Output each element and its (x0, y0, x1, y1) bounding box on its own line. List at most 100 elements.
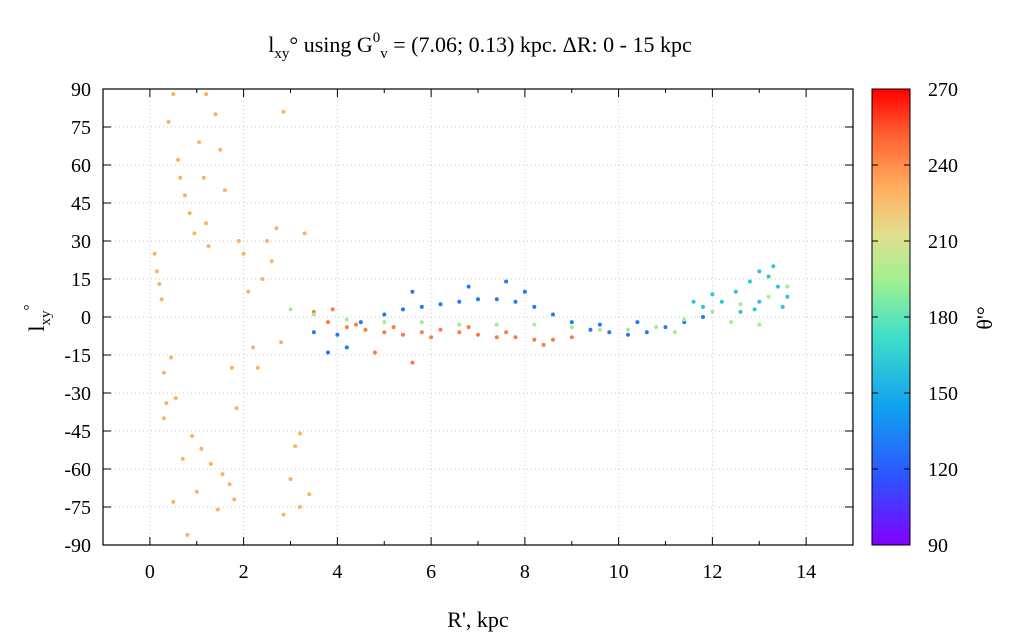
data-point (753, 307, 757, 311)
colorbar-tick-label: 150 (928, 383, 958, 405)
data-point (223, 188, 227, 192)
data-point (199, 447, 203, 451)
data-point (785, 285, 789, 289)
data-point (523, 290, 527, 294)
data-point (326, 320, 330, 324)
y-tick-label: 0 (81, 307, 91, 329)
data-point (209, 462, 213, 466)
data-point (354, 323, 358, 327)
data-point (495, 297, 499, 301)
data-point (532, 323, 536, 327)
data-point (188, 211, 192, 215)
data-point (645, 330, 649, 334)
y-tick-label: 15 (71, 269, 91, 291)
data-point (504, 280, 508, 284)
data-point (757, 269, 761, 273)
y-tick-label: 45 (71, 193, 91, 215)
data-point (359, 320, 363, 324)
data-point (420, 320, 424, 324)
data-point (551, 313, 555, 317)
data-point (307, 492, 311, 496)
data-point (504, 330, 508, 334)
colorbar-tick-label: 210 (928, 231, 958, 253)
scatter-chart: lxy° using G0v = (7.06; 0.13) kpc. ΔR: 0… (0, 0, 1024, 640)
data-point (242, 252, 246, 256)
data-point (282, 110, 286, 114)
data-point (767, 295, 771, 299)
data-point (164, 401, 168, 405)
data-point (542, 343, 546, 347)
data-point (476, 333, 480, 337)
y-tick-label: -75 (64, 497, 91, 519)
data-point (467, 325, 471, 329)
data-point (635, 320, 639, 324)
data-point (289, 477, 293, 481)
data-point (274, 226, 278, 230)
data-point (785, 295, 789, 299)
data-point (167, 120, 171, 124)
data-point (197, 140, 201, 144)
data-point (429, 335, 433, 339)
y-tick-label: 75 (71, 117, 91, 139)
data-point (720, 300, 724, 304)
data-point (598, 323, 602, 327)
x-tick-label: 4 (332, 561, 342, 583)
data-point (331, 307, 335, 311)
data-point (251, 345, 255, 349)
data-point (673, 330, 677, 334)
data-point (216, 508, 220, 512)
data-point (654, 325, 658, 329)
colorbar-tick-label: 180 (928, 307, 958, 329)
data-point (382, 313, 386, 317)
data-point (279, 340, 283, 344)
data-point (326, 351, 330, 355)
data-point (551, 338, 555, 342)
x-axis-label: R', kpc (447, 607, 509, 632)
data-point (682, 318, 686, 322)
data-point (207, 244, 211, 248)
data-point (757, 323, 761, 327)
data-point (157, 282, 161, 286)
data-point (160, 297, 164, 301)
y-axis: 9075604530150-15-30-45-60-75-90 (64, 79, 853, 557)
data-point (174, 396, 178, 400)
y-tick-label: -45 (64, 421, 91, 443)
data-point (776, 285, 780, 289)
data-point (410, 361, 414, 365)
data-point (176, 158, 180, 162)
data-point (298, 432, 302, 436)
data-point (532, 338, 536, 342)
data-point (169, 356, 173, 360)
data-point (364, 328, 368, 332)
data-point (382, 330, 386, 334)
y-tick-label: -60 (64, 459, 91, 481)
data-point (214, 112, 218, 116)
data-point (162, 371, 166, 375)
data-point (410, 290, 414, 294)
data-point (195, 490, 199, 494)
data-point (232, 497, 236, 501)
data-point (457, 330, 461, 334)
data-point (298, 505, 302, 509)
data-point (235, 406, 239, 410)
data-point (771, 264, 775, 268)
x-tick-label: 6 (426, 561, 436, 583)
data-point (589, 328, 593, 332)
data-point (739, 310, 743, 314)
data-point (710, 292, 714, 296)
data-point (748, 280, 752, 284)
data-point (514, 335, 518, 339)
data-points (153, 92, 790, 537)
data-point (256, 366, 260, 370)
data-point (303, 231, 307, 235)
data-point (467, 285, 471, 289)
data-point (162, 416, 166, 420)
data-point (345, 325, 349, 329)
data-point (692, 300, 696, 304)
data-point (221, 472, 225, 476)
y-tick-label: 60 (71, 155, 91, 177)
data-point (401, 333, 405, 337)
data-point (401, 307, 405, 311)
data-point (514, 300, 518, 304)
data-point (265, 239, 269, 243)
